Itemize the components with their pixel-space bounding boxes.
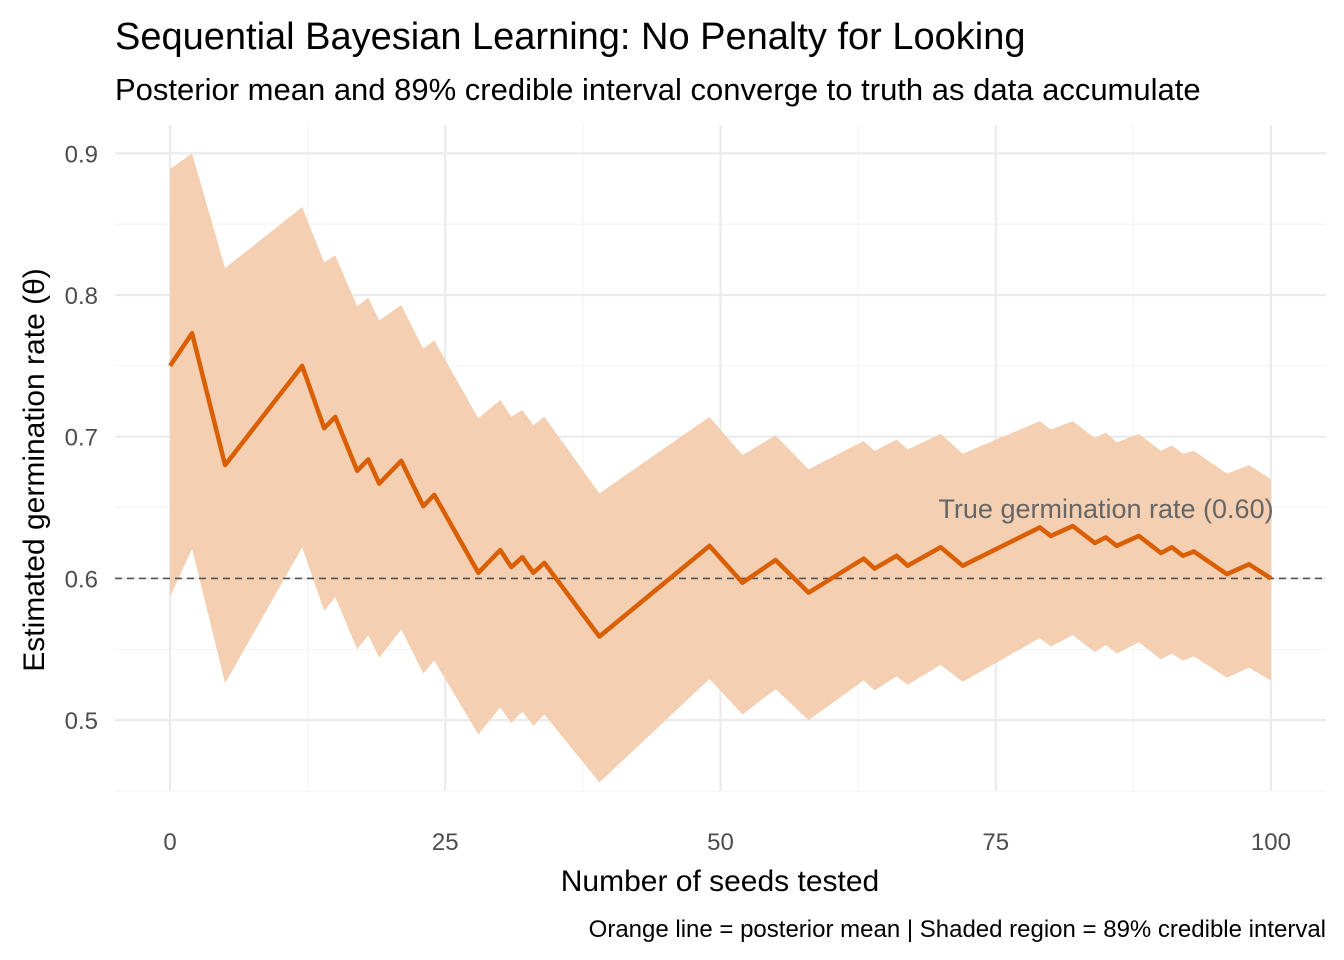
- y-axis-title: Estimated germination rate (θ): [18, 268, 51, 672]
- x-tick-label: 50: [707, 829, 734, 856]
- y-tick-label: 0.7: [65, 425, 98, 452]
- posterior-mean-line: [168, 331, 1273, 639]
- chart-caption: Orange line = posterior mean | Shaded re…: [589, 916, 1326, 943]
- x-tick-label: 25: [432, 829, 459, 856]
- y-tick-label: 0.8: [65, 283, 98, 310]
- y-tick-label: 0.6: [65, 566, 98, 593]
- x-axis-title: Number of seeds tested: [561, 865, 880, 898]
- x-tick-label: 75: [982, 829, 1009, 856]
- x-axis-ticks: 0 25 50 75 100: [163, 829, 1291, 856]
- credible-interval-ribbon: [170, 153, 1271, 783]
- chart-title: Sequential Bayesian Learning: No Penalty…: [115, 16, 1026, 58]
- x-tick-label: 0: [163, 829, 176, 856]
- y-axis-ticks: 0.5 0.6 0.7 0.8 0.9: [65, 141, 98, 735]
- y-tick-label: 0.5: [65, 708, 98, 735]
- x-tick-label: 100: [1251, 829, 1291, 856]
- chart-subtitle: Posterior mean and 89% credible interval…: [115, 72, 1201, 107]
- y-tick-label: 0.9: [65, 141, 98, 168]
- reference-annotation: True germination rate (0.60): [938, 494, 1273, 524]
